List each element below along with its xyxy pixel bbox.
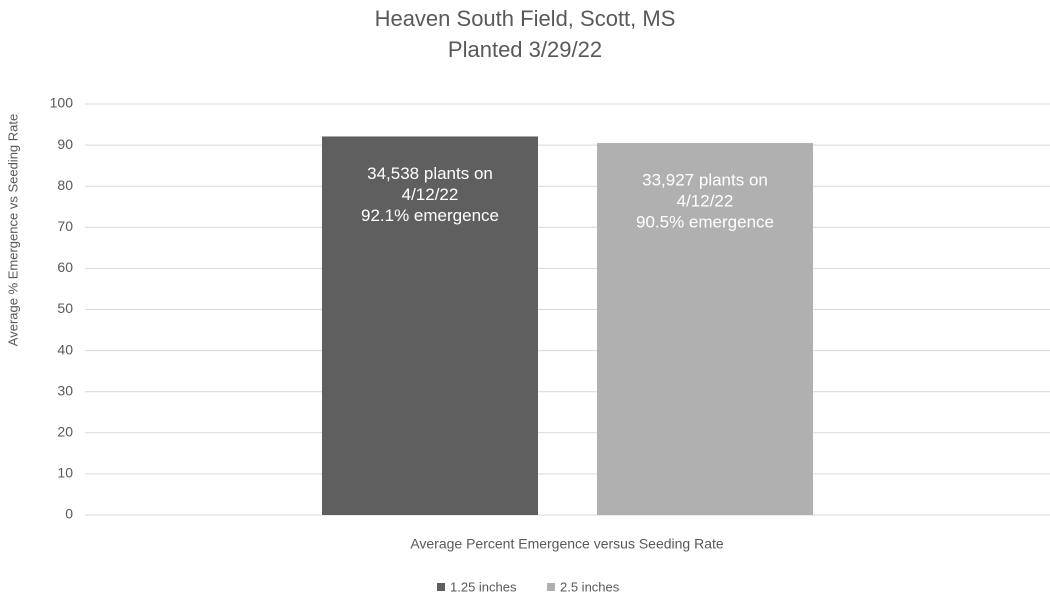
y-tick-label: 40: [57, 341, 73, 357]
legend-label: 2.5 inches: [560, 579, 620, 594]
y-tick-label: 70: [57, 218, 73, 234]
y-tick-label: 90: [57, 136, 73, 152]
data-label: 33,927 plants on: [642, 171, 768, 190]
y-tick-label: 10: [57, 465, 73, 481]
legend-swatch: [437, 583, 445, 591]
y-tick-label: 30: [57, 382, 73, 398]
chart-subtitle: Planted 3/29/22: [448, 37, 602, 62]
chart-title: Heaven South Field, Scott, MS: [375, 6, 676, 31]
data-label: 4/12/22: [402, 185, 459, 204]
y-tick-label: 100: [50, 95, 74, 111]
y-tick-label: 0: [65, 506, 73, 522]
data-label: 34,538 plants on: [367, 164, 493, 183]
x-axis-label: Average Percent Emergence versus Seeding…: [410, 536, 724, 552]
y-tick-label: 50: [57, 300, 73, 316]
y-tick-label: 80: [57, 177, 73, 193]
legend-label: 1.25 inches: [450, 579, 517, 594]
legend-swatch: [547, 583, 555, 591]
bar: [597, 143, 813, 516]
y-tick-label: 60: [57, 259, 73, 275]
y-axis-label: Average % Emergence vs Seeding Rate: [5, 114, 20, 346]
y-tick-label: 20: [57, 424, 73, 440]
data-label: 90.5% emergence: [636, 213, 774, 232]
bar: [322, 136, 538, 515]
data-label: 92.1% emergence: [361, 206, 499, 225]
data-label: 4/12/22: [677, 192, 734, 211]
